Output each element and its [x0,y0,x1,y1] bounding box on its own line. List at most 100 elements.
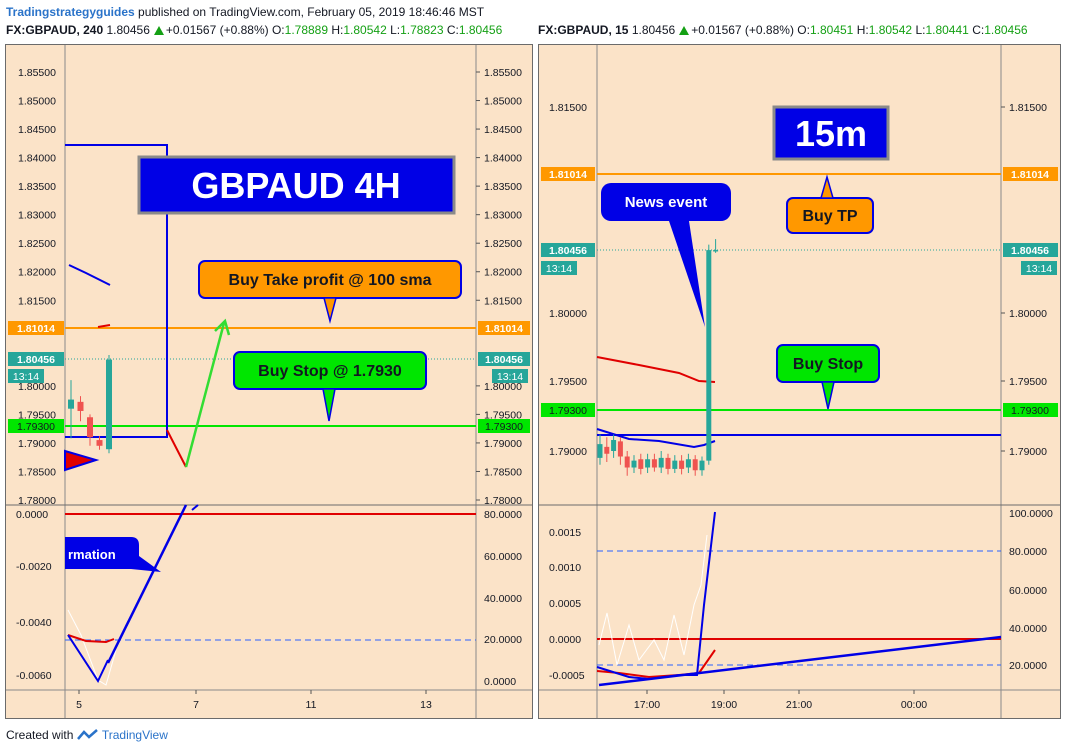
h-label: H: [331,23,344,37]
time-tick: 5 [76,699,82,711]
osc-tick-left: -0.0060 [16,670,52,682]
candle-body[interactable] [617,441,623,457]
h-label: H: [856,23,869,37]
price-tag-left-text: 1.80456 [549,245,587,257]
candle-body[interactable] [87,417,93,438]
candle-body[interactable] [699,460,705,471]
o-label: O: [271,23,285,37]
price-tick-right: 1.82500 [484,238,522,250]
blue-box-drawing[interactable] [65,144,168,438]
price-tag-right-text: 1.80456 [1011,245,1049,257]
price-tick-right: 1.80000 [484,381,522,393]
left-low: 1.78823 [400,23,444,37]
price-tag-right [1003,243,1058,257]
tp-callout-pointer [820,174,834,199]
title-box[interactable] [137,155,456,215]
osc-callout-text: rmation [68,547,116,562]
right-legend: FX:GBPAUD, 15 1.80456 +0.01567 (+0.88%) O… [538,23,1028,37]
left-open: 1.78889 [284,23,329,37]
right-last: 1.80456 [631,23,676,37]
right-osc-axis: 0.0015 0.0010 0.0005 0.0000 -0.0005 100.0000 8… [549,508,1053,682]
price-tick-left: 1.81500 [18,295,56,307]
price-tick-left: 1.78500 [18,466,56,478]
price-tick-right: 1.82000 [484,267,522,279]
osc-blue-trend[interactable] [598,635,1002,687]
stop-tag-right [478,419,530,433]
right-symbol[interactable]: FX:GBPAUD, 15 [538,23,629,37]
osc-blue-trend[interactable] [106,504,188,664]
candle-body[interactable] [96,440,103,446]
price-tick-left: 1.79000 [18,438,56,450]
time-tick: 17:00 [634,699,660,711]
time-tick: 00:00 [901,699,927,711]
news-callout-box[interactable] [601,183,731,221]
publish-info: published on TradingView.com, February 0… [134,5,485,19]
stop-tag-left [541,403,595,417]
l-label: L: [915,23,926,37]
osc-tick-left: 0.0000 [549,634,581,646]
time-tag-left [8,369,44,383]
candle-body[interactable] [692,459,698,471]
red-down-arrow[interactable] [166,429,187,468]
candle-body[interactable] [597,444,603,458]
left-symbol[interactable]: FX:GBPAUD, 240 [6,23,104,37]
left-time-axis: 5 7 11 13 [76,690,432,711]
stop-tag-left-text: 1.79300 [17,421,55,433]
tp-tag-right [1003,167,1058,181]
candle-body[interactable] [665,457,671,469]
candle-body[interactable] [631,460,637,468]
right-close: 1.80456 [984,23,1028,37]
title-box[interactable] [772,105,890,161]
right-chart-svg[interactable]: 1.81500 1.81500 1.80000 1.80000 1.79500 1.795… [539,45,1060,718]
price-tick-left: 1.79000 [549,446,587,458]
candle-body[interactable] [604,446,610,454]
tp-tag-right [478,321,530,335]
osc-tick-left: 0.0010 [549,562,581,574]
author-link[interactable]: Tradingstrategyguides [6,5,135,19]
price-tick-left: 1.79500 [549,376,587,388]
left-osc-axis: 0.0000 -0.0020 -0.0040 -0.0060 80.0000 60.000… [16,509,522,688]
left-chart-panel[interactable]: 1.85500 1.85500 1.85000 1.85000 1.84500 1.845… [5,44,533,719]
left-candles [68,355,112,454]
time-tick: 21:00 [786,699,812,711]
footer-brand[interactable]: TradingView [101,728,168,742]
candle-body[interactable] [645,459,651,468]
time-tick: 19:00 [711,699,737,711]
candle-body[interactable] [672,460,678,469]
stop-callout-text: Buy Stop [793,356,863,373]
candle-body[interactable] [77,401,84,411]
tp-tag-right-text: 1.81014 [485,323,523,335]
candle-body[interactable] [685,459,691,468]
candle-body[interactable] [706,250,712,461]
left-high: 1.80542 [343,23,387,37]
stop-tag-right [1003,403,1058,417]
osc-tick-left: -0.0020 [16,561,52,573]
candle-body[interactable] [106,359,112,450]
price-tick-left: 1.80000 [549,308,587,320]
tp-tag-right-text: 1.81014 [1011,169,1049,181]
red-triangle-drawing[interactable] [64,449,100,472]
candle-body[interactable] [713,250,719,252]
candle-body[interactable] [624,456,630,468]
right-chart-panel[interactable]: 1.81500 1.81500 1.80000 1.80000 1.79500 1.795… [538,44,1061,719]
news-callout-pointer [669,221,705,327]
osc-tick-right: 100.0000 [1009,508,1053,520]
candle-body[interactable] [638,459,644,469]
candle-body[interactable] [651,459,657,468]
candle-body[interactable] [611,439,617,451]
c-label: C: [446,23,459,37]
left-change: +0.01567 (+0.88%) [165,23,269,37]
candle-body[interactable] [658,457,664,468]
osc-callout-box[interactable] [65,537,161,572]
price-tick-left: 1.85500 [18,67,56,79]
left-chart-svg[interactable]: 1.85500 1.85500 1.85000 1.85000 1.84500 1.845… [6,45,532,718]
green-up-arrow[interactable] [184,322,226,468]
candle-body[interactable] [679,460,685,469]
candle-body[interactable] [68,399,74,409]
right-change: +0.01567 (+0.88%) [691,23,794,37]
tp-tag-left-text: 1.81014 [549,169,587,181]
publish-line: Tradingstrategyguides published on Tradi… [6,5,484,19]
osc-tick-right: 80.0000 [484,509,522,521]
osc-tick-left: 0.0000 [16,509,48,521]
footer: Created with TradingView [6,727,168,742]
